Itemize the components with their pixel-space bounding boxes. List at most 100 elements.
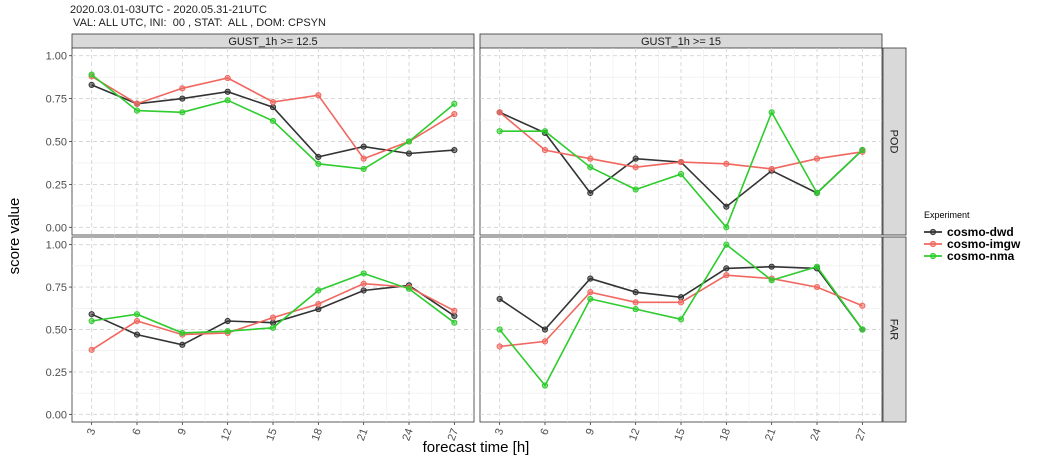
y-tick-label: 0.00 <box>46 409 67 421</box>
x-tick-label: 9 <box>176 427 189 437</box>
legend-entry-label: cosmo-nma <box>947 249 1015 263</box>
data-point <box>360 143 367 150</box>
data-point <box>360 280 367 287</box>
data-point <box>269 117 277 125</box>
row-strip <box>882 47 907 236</box>
x-tick-label: 15 <box>264 427 279 443</box>
y-tick-label: 0.75 <box>46 94 67 106</box>
data-point <box>859 326 866 333</box>
data-point <box>179 329 186 336</box>
data-point <box>315 300 322 308</box>
data-point <box>813 283 821 291</box>
data-point <box>496 343 503 350</box>
x-tick-label: 15 <box>672 427 687 443</box>
data-point <box>723 241 730 248</box>
x-tick-label: 18 <box>310 427 325 443</box>
data-point <box>541 128 549 135</box>
data-point <box>677 316 685 323</box>
data-point <box>768 277 775 284</box>
data-point <box>451 312 458 320</box>
x-tick-label: 18 <box>718 427 733 443</box>
data-point <box>269 314 277 321</box>
column-strip-label: GUST_1h >= 12.5 <box>228 36 317 48</box>
legend-key-point <box>929 240 937 248</box>
data-point <box>723 272 730 279</box>
data-point <box>541 146 549 154</box>
panel-grid: GUST_1h >= 12.5 GUST_1h >= 15 POD FAR <box>71 33 907 423</box>
y-axis-title: score value <box>6 198 23 275</box>
data-point <box>723 224 730 231</box>
panel <box>479 236 883 423</box>
data-point <box>224 97 231 104</box>
data-point <box>179 95 186 102</box>
data-point <box>451 146 458 154</box>
y-tick-label: 0.25 <box>46 367 67 379</box>
data-point <box>360 155 367 162</box>
data-point <box>723 160 730 167</box>
data-point <box>315 160 322 167</box>
data-point <box>360 270 367 277</box>
panel <box>71 47 475 236</box>
y-tick-label: 1.00 <box>46 240 67 252</box>
data-point <box>859 146 866 154</box>
data-point <box>269 104 277 111</box>
chart-title-line-2: VAL: ALL UTC, INI: 00 , STAT: ALL , DOM:… <box>70 17 326 29</box>
x-tick-label: 9 <box>584 427 597 437</box>
data-point <box>451 100 458 107</box>
data-point <box>632 289 639 296</box>
data-point <box>496 295 503 303</box>
data-point <box>269 98 277 106</box>
data-point <box>179 85 186 92</box>
data-point <box>315 153 322 161</box>
data-point <box>133 331 141 338</box>
data-point <box>632 299 639 306</box>
data-point <box>224 317 231 325</box>
x-axis-title: forecast time [h] <box>423 439 530 455</box>
x-tick-label: 21 <box>355 427 370 443</box>
y-tick-label: 0.00 <box>46 222 67 234</box>
data-point <box>723 265 730 272</box>
panel <box>71 236 475 423</box>
data-point <box>224 328 231 335</box>
data-point <box>723 203 730 210</box>
y-tick-label: 0.25 <box>46 179 67 191</box>
row-strip <box>882 236 907 423</box>
data-point <box>541 338 549 345</box>
data-point <box>88 346 95 353</box>
data-point <box>133 311 141 318</box>
data-point <box>451 110 458 118</box>
chart-title-line-1: 2020.03.01-03UTC - 2020.05.31-21UTC <box>70 4 267 16</box>
data-point <box>677 294 685 301</box>
data-point <box>133 317 141 325</box>
data-point <box>88 317 95 325</box>
row-strip-label: POD <box>888 130 900 154</box>
data-point <box>133 100 141 107</box>
data-point <box>451 307 458 314</box>
row-strip-label: FAR <box>888 319 900 340</box>
data-point <box>179 341 186 348</box>
x-tick-label: 21 <box>763 427 778 443</box>
data-point <box>813 155 821 162</box>
data-point <box>405 138 413 145</box>
y-tick-label: 0.50 <box>46 325 67 337</box>
column-strip-label: GUST_1h >= 15 <box>641 36 721 48</box>
data-point <box>587 275 594 282</box>
data-point <box>632 155 639 162</box>
data-point <box>587 155 594 162</box>
data-point <box>587 164 594 171</box>
legend-key-point <box>929 228 937 236</box>
x-tick-label: 12 <box>219 427 234 443</box>
x-tick-label: 6 <box>538 427 551 437</box>
data-point <box>88 71 95 78</box>
legend-title: Experiment <box>924 210 970 220</box>
data-point <box>768 109 775 116</box>
data-point <box>224 88 231 95</box>
data-point <box>813 263 821 270</box>
data-point <box>224 74 231 82</box>
legend-entry-label: cosmo-imgw <box>947 237 1021 251</box>
x-tick-label: 24 <box>400 427 415 443</box>
y-tick-label: 0.50 <box>46 137 67 149</box>
y-tick-label: 1.00 <box>46 51 67 63</box>
